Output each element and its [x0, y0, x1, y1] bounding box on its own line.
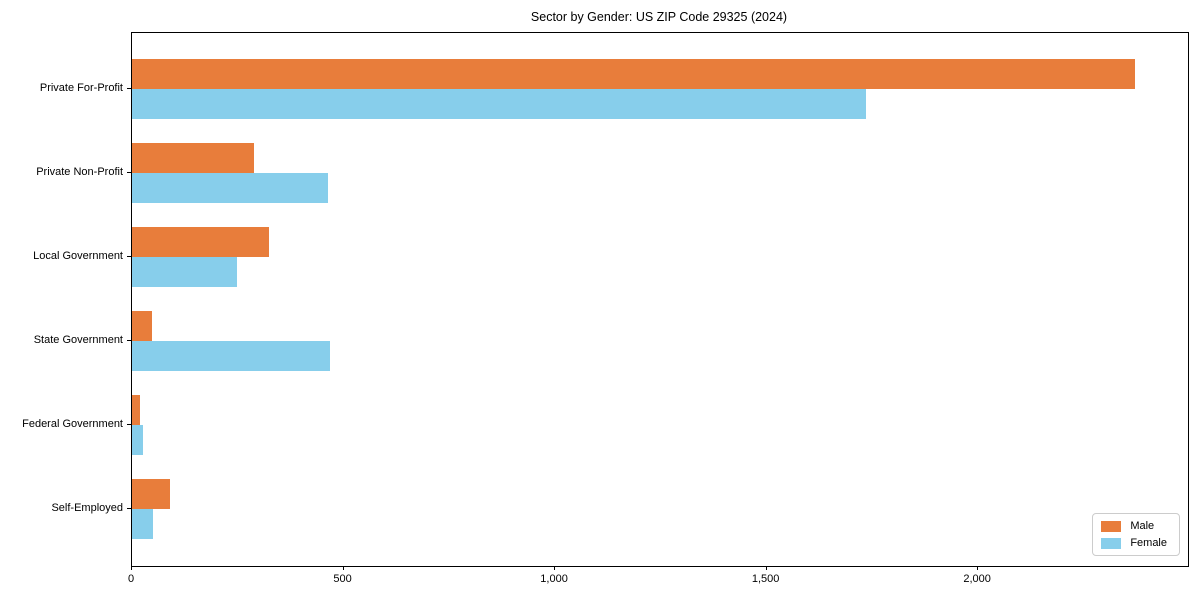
legend: Male Female [1092, 513, 1180, 556]
bar-male-private-for-profit [132, 59, 1135, 89]
legend-row-female: Female [1101, 537, 1167, 549]
legend-row-male: Male [1101, 520, 1167, 532]
bar-female-self-employed [132, 509, 153, 539]
chart-title: Sector by Gender: US ZIP Code 29325 (202… [530, 10, 788, 24]
ytick-mark-private-for-profit [127, 88, 131, 89]
ytick-mark-state-government [127, 340, 131, 341]
ytick-label-private-non-profit: Private Non-Profit [36, 166, 123, 178]
xtick-mark-2000 [977, 566, 979, 570]
bar-female-federal-government [132, 425, 143, 455]
bar-female-private-non-profit [132, 173, 328, 203]
ytick-label-federal-government: Federal Government [22, 418, 123, 430]
xtick-label-2000: 2,000 [963, 573, 991, 585]
xtick-label-1500: 1,500 [751, 573, 780, 585]
plot-area: Male Female [131, 32, 1189, 567]
bar-female-private-for-profit [132, 89, 866, 119]
bar-male-private-non-profit [132, 143, 254, 173]
ytick-label-state-government: State Government [33, 334, 123, 346]
xtick-label-500: 500 [333, 573, 352, 585]
ytick-label-self-employed: Self-Employed [51, 502, 123, 514]
bar-male-federal-government [132, 395, 140, 425]
xtick-mark-1500 [765, 566, 767, 570]
xtick-label-1000: 1,000 [540, 573, 568, 585]
legend-label-male: Male [1130, 520, 1155, 532]
ytick-label-local-government: Local Government [33, 250, 123, 262]
bar-female-state-government [132, 341, 330, 371]
xtick-mark-500 [342, 566, 344, 570]
legend-label-female: Female [1130, 537, 1167, 549]
xtick-mark-0 [131, 566, 132, 570]
ytick-mark-federal-government [127, 424, 131, 425]
legend-swatch-male [1101, 520, 1122, 532]
bar-male-state-government [132, 311, 152, 341]
ytick-mark-private-non-profit [127, 172, 131, 173]
bar-female-local-government [132, 257, 237, 287]
xtick-mark-1000 [554, 566, 556, 570]
ytick-mark-self-employed [127, 508, 131, 509]
bar-male-self-employed [132, 479, 170, 509]
ytick-label-private-for-profit: Private For-Profit [39, 82, 123, 94]
legend-swatch-female [1101, 537, 1122, 549]
bar-male-local-government [132, 227, 269, 257]
xtick-label-0: 0 [127, 573, 135, 585]
ytick-mark-local-government [127, 256, 131, 257]
